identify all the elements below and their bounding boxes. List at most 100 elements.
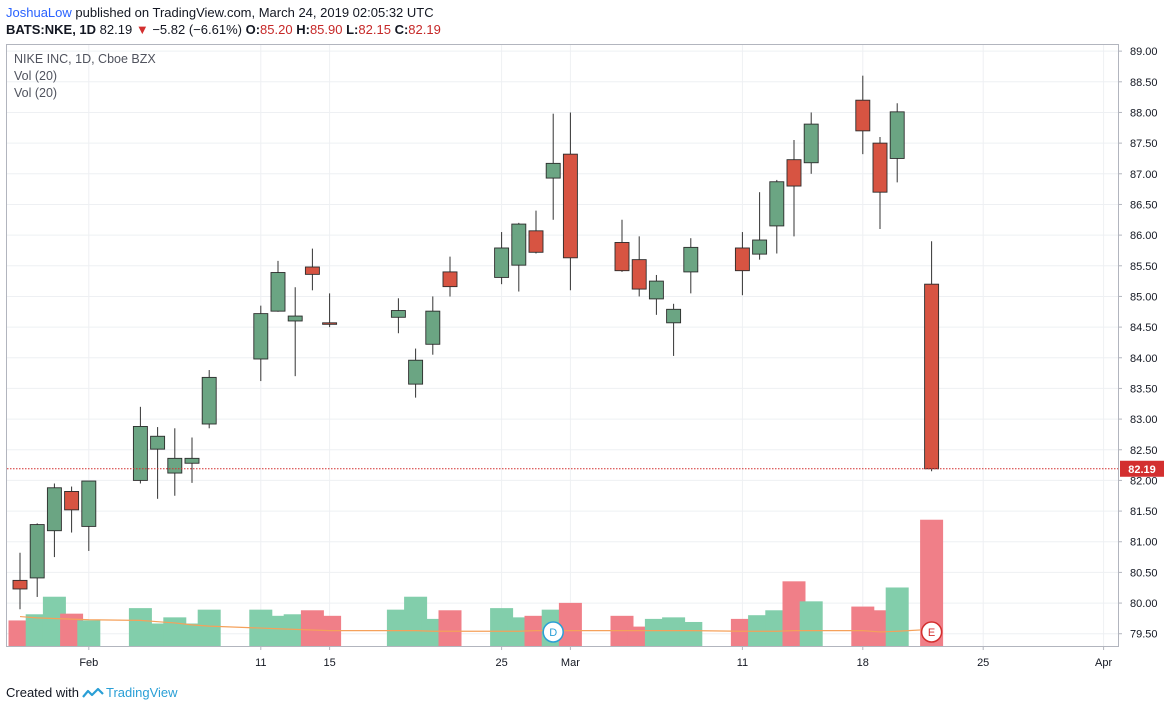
- volume-bar: [679, 621, 703, 646]
- candle-body: [81, 480, 97, 527]
- candle-body: [390, 310, 406, 318]
- y-tick-label: 87.00: [1130, 169, 1158, 181]
- close-value: 82.19: [408, 22, 441, 37]
- candle-body: [769, 181, 785, 227]
- volume-bar: [799, 601, 823, 646]
- candle: [683, 238, 699, 294]
- candle: [304, 248, 320, 291]
- candle-body: [511, 223, 527, 266]
- candle: [752, 192, 768, 260]
- candle: [442, 256, 458, 297]
- symbol: BATS:NKE, 1D: [6, 22, 97, 37]
- volume-bar: [920, 519, 944, 646]
- candle-body: [425, 310, 441, 345]
- chart-frame[interactable]: [6, 44, 1119, 647]
- candle: [666, 303, 682, 356]
- x-tick-label: 11: [737, 657, 748, 669]
- candle-body: [683, 246, 699, 273]
- x-tick-label: 25: [495, 657, 507, 669]
- candle: [253, 305, 269, 382]
- candle: [390, 298, 406, 334]
- y-tick-label: 81.00: [1130, 537, 1158, 549]
- candle-body: [132, 426, 148, 481]
- x-tick-label: 25: [977, 657, 989, 669]
- candle-body: [46, 487, 62, 532]
- volume-bar: [77, 620, 101, 646]
- y-tick-label: 82.00: [1130, 475, 1158, 487]
- close-label: C:: [394, 22, 409, 37]
- event-marker-circle: [920, 621, 943, 643]
- candle-body: [29, 524, 45, 579]
- last-price-tag: [1120, 460, 1164, 477]
- y-tick-label: 80.50: [1130, 567, 1158, 579]
- quote-line: BATS:NKE, 1D 82.19 ▼ −5.82 (−6.61%) O: 85…: [6, 21, 441, 39]
- candle-body: [201, 376, 217, 425]
- candle-body: [803, 123, 819, 164]
- legend-title: NIKE INC, 1D, Cboe BZX: [14, 52, 156, 66]
- last-price: 82.19: [99, 22, 133, 37]
- candle: [201, 370, 217, 429]
- y-tick-label: 84.50: [1130, 322, 1158, 334]
- candle-body: [648, 280, 664, 300]
- event-marker-label: D: [549, 627, 557, 639]
- candle-body: [12, 579, 28, 590]
- candle-body: [150, 435, 166, 450]
- candle: [322, 293, 338, 328]
- candle-body: [408, 359, 424, 385]
- tradingview-link[interactable]: TradingView: [105, 685, 178, 700]
- chart-legend: NIKE INC, 1D, Cboe BZX Vol (20) Vol (20): [14, 51, 156, 102]
- volume-bar: [558, 602, 582, 646]
- x-tick-label: 15: [323, 657, 335, 669]
- candle-body: [494, 247, 510, 278]
- candle-body: [253, 313, 269, 360]
- candle-body: [184, 457, 200, 464]
- candle-body: [64, 491, 80, 511]
- candle-body: [855, 99, 871, 132]
- y-tick-label: 83.00: [1130, 414, 1158, 426]
- candle: [803, 112, 819, 174]
- candle: [184, 437, 200, 483]
- low-label: L:: [346, 22, 359, 37]
- candle: [425, 296, 441, 355]
- candle: [631, 236, 647, 297]
- footer: Created with TradingView: [6, 685, 178, 700]
- candle-body: [270, 272, 286, 312]
- y-tick-label: 82.50: [1130, 445, 1158, 457]
- open-label: O:: [245, 22, 261, 37]
- price-change: −5.82 (−6.61%): [152, 22, 242, 37]
- candle: [614, 219, 630, 272]
- event-marker-D[interactable]: D: [542, 621, 564, 643]
- author-link[interactable]: JoshuaLow: [6, 5, 72, 20]
- candle-body: [528, 230, 544, 253]
- y-tick-label: 79.50: [1130, 629, 1158, 641]
- y-tick-label: 81.50: [1130, 506, 1158, 518]
- publisher-line: JoshuaLow published on TradingView.com, …: [6, 4, 434, 22]
- published-text: published on TradingView.com, March 24, …: [75, 5, 434, 20]
- event-marker-circle: [542, 621, 564, 643]
- candle-body: [304, 266, 320, 275]
- candle-body: [924, 283, 940, 470]
- candle: [872, 136, 888, 229]
- low-value: 82.15: [358, 22, 391, 37]
- event-marker-E[interactable]: E: [920, 621, 943, 643]
- candle: [29, 523, 45, 597]
- x-tick-label: Mar: [561, 657, 580, 669]
- legend-vol-2: Vol (20): [14, 86, 58, 100]
- candle: [167, 428, 183, 496]
- candle: [132, 406, 148, 484]
- y-tick-label: 86.00: [1130, 230, 1158, 242]
- candle: [855, 75, 871, 155]
- x-tick-label: Feb: [79, 657, 98, 669]
- y-tick-label: 86.50: [1130, 199, 1158, 211]
- high-value: 85.90: [309, 22, 343, 37]
- y-tick-label: 88.00: [1130, 107, 1158, 119]
- candle: [64, 486, 80, 533]
- candle: [562, 112, 578, 291]
- y-tick-label: 88.50: [1130, 77, 1158, 89]
- down-arrow-icon: ▼: [135, 22, 149, 37]
- candle-body: [442, 271, 458, 288]
- y-tick-label: 84.00: [1130, 353, 1158, 365]
- candle-body: [889, 111, 905, 159]
- candle-body: [666, 308, 682, 324]
